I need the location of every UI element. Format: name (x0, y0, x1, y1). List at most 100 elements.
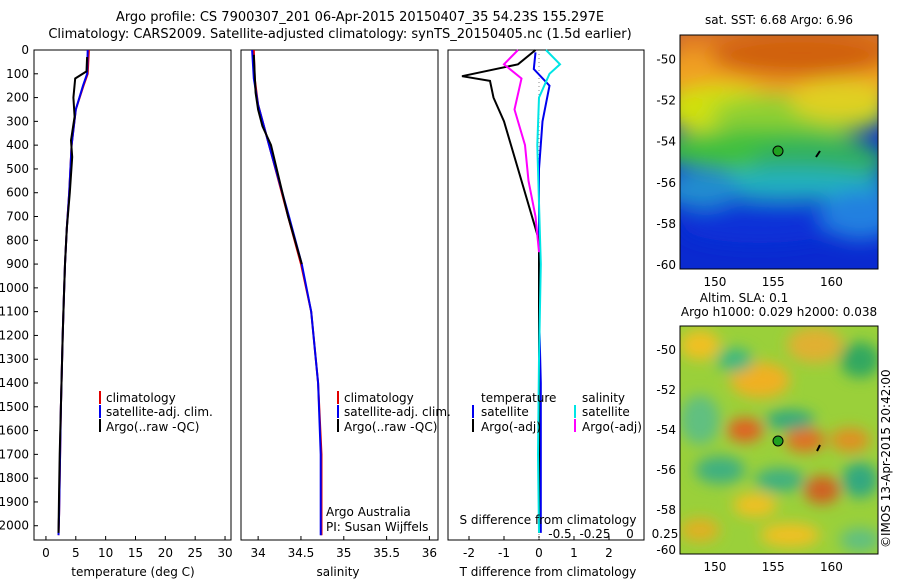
map-y-tick-label: -56 (656, 176, 676, 190)
y-tick-label: 1600 (0, 424, 29, 438)
legend-label-argo: Argo(..raw -QC) (106, 420, 199, 434)
y-tick-label: 1100 (0, 305, 29, 319)
series-line (536, 49, 562, 533)
x2-tick-label: -0.5 (548, 527, 571, 541)
y-tick-label: 1300 (0, 352, 29, 366)
series-line (532, 52, 551, 533)
salinity-axes (240, 49, 439, 541)
y-tick-label: 1000 (0, 281, 29, 295)
map-y-tick-label: -60 (656, 258, 676, 272)
y-tick-label: 100 (6, 67, 29, 81)
legend-label-climatology: climatology (344, 391, 414, 405)
map-y-tick-label: -56 (656, 463, 676, 477)
y-tick-label: 0 (21, 43, 29, 57)
sla-heatmap (680, 326, 878, 554)
map-x-tick-label: 160 (820, 275, 843, 289)
difference-legend: temperature satellite Argo(-adj) salinit… (472, 391, 642, 434)
difference-x2label: S difference from climatology (460, 513, 637, 527)
map-x-tick-label: 155 (762, 275, 785, 289)
difference-axes (447, 49, 645, 541)
map-y-tick-label: -58 (656, 217, 676, 231)
legend-label-sal-satellite: satellite (582, 405, 630, 419)
x2-tick-label: -0.25 (579, 527, 610, 541)
y-tick-label: 1700 (0, 447, 29, 461)
map-x-tick-label: 155 (762, 560, 785, 574)
argo-location-marker (772, 435, 784, 447)
argo-location-marker (772, 145, 784, 157)
x-tick-label: 36 (422, 546, 437, 560)
salinity-xlabel: salinity (316, 565, 359, 579)
series-line (57, 57, 89, 533)
salinity-legend: climatology satellite-adj. clim. Argo(..… (337, 391, 451, 434)
annotation-line-1: Argo Australia (326, 505, 411, 519)
x-tick-label: 34 (250, 546, 265, 560)
x-tick-label: 1 (570, 546, 578, 560)
argo-track-mark (815, 150, 821, 158)
y-tick-label: 600 (6, 186, 29, 200)
temperature-axes (33, 49, 232, 541)
map-y-tick-label: -52 (656, 383, 676, 397)
annotation-line-2: PI: Susan Wijffels (326, 520, 428, 534)
x-tick-label: -1 (498, 546, 510, 560)
difference-xlabel: T difference from climatology (459, 565, 637, 579)
x-tick-label: 2 (605, 546, 613, 560)
legend-label-temp-satellite: satellite (481, 405, 529, 419)
y-tick-label: 400 (6, 138, 29, 152)
header-line-2: Climatology: CARS2009. Satellite-adjuste… (48, 27, 631, 42)
profile-lines (57, 49, 562, 540)
map-x-tick-label: 150 (703, 275, 726, 289)
x2-tick-label: 0.25 (652, 527, 679, 541)
series-line (461, 49, 540, 533)
map-x-tick-label: 160 (820, 560, 843, 574)
x-tick-label: 20 (158, 546, 173, 560)
legend-label-satellite: satellite-adj. clim. (344, 405, 451, 419)
x-tick-label: 25 (188, 546, 203, 560)
y-tick-label: 500 (6, 162, 29, 176)
x-tick-label: 30 (217, 546, 232, 560)
map-y-tick-label: -54 (656, 423, 676, 437)
sst-heatmap (680, 35, 878, 269)
legend-label-climatology: climatology (106, 391, 176, 405)
sla-map-title-1: Altim. SLA: 0.1 (700, 291, 788, 305)
series-line (502, 49, 540, 253)
x-tick-label: 5 (72, 546, 80, 560)
x-tick-label: 34.5 (288, 546, 315, 560)
y-tick-label: 1800 (0, 471, 29, 485)
sla-map-title-2: Argo h1000: 0.029 h2000: 0.038 (681, 305, 877, 319)
y-tick-label: 300 (6, 114, 29, 128)
sst-map-frame (679, 34, 879, 270)
x-tick-label: 35 (336, 546, 351, 560)
x-tick-label: 35.5 (373, 546, 400, 560)
imos-credit: ©IMOS 13-Apr-2015 20:42:00 (879, 369, 893, 548)
legend-title-temperature: temperature (481, 391, 556, 405)
sla-map-frame (679, 325, 879, 555)
x-tick-label: 15 (128, 546, 143, 560)
legend-label-argo: Argo(..raw -QC) (344, 420, 437, 434)
legend-label-sal-argo: Argo(-adj) (582, 420, 642, 434)
y-tick-label: 700 (6, 210, 29, 224)
map-y-tick-label: -60 (656, 543, 676, 557)
temperature-xlabel: temperature (deg C) (71, 565, 194, 579)
x-tick-label: -2 (463, 546, 475, 560)
header-line-1: Argo profile: CS 7900307_201 06-Apr-2015… (116, 10, 604, 25)
y-tick-label: 1400 (0, 376, 29, 390)
map-y-tick-label: -58 (656, 503, 676, 517)
axis-ticks: 0100200300400500600700800900100011001200… (0, 43, 843, 574)
sst-map-title: sat. SST: 6.68 Argo: 6.96 (705, 13, 853, 27)
map-y-tick-label: -52 (656, 94, 676, 108)
argo-track-mark (816, 444, 821, 452)
series-line (252, 54, 303, 265)
y-tick-label: 1900 (0, 495, 29, 509)
legend-label-satellite: satellite-adj. clim. (106, 405, 213, 419)
y-tick-label: 2000 (0, 519, 29, 533)
y-tick-label: 900 (6, 257, 29, 271)
y-tick-label: 800 (6, 233, 29, 247)
legend-title-salinity: salinity (582, 391, 625, 405)
y-tick-label: 1200 (0, 328, 29, 342)
x-tick-label: 10 (98, 546, 113, 560)
legend-label-temp-argo: Argo(-adj) (481, 420, 541, 434)
map-y-tick-label: -50 (656, 343, 676, 357)
x2-tick-label: 0 (626, 527, 634, 541)
x-tick-label: 0 (42, 546, 50, 560)
x-tick-label: 0 (535, 546, 543, 560)
